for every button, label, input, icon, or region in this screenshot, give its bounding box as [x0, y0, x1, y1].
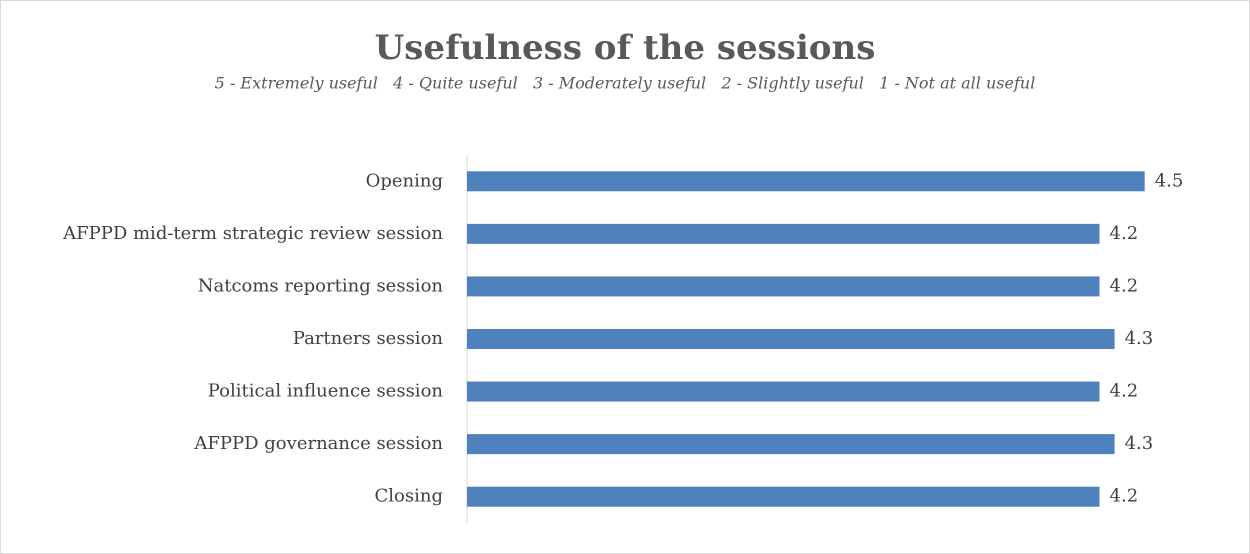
- chart-title: Usefulness of the sessions: [375, 28, 876, 68]
- bar: [467, 223, 1100, 244]
- bar: [467, 276, 1100, 297]
- bar: [467, 171, 1145, 192]
- y-tick-label: AFPPD governance session: [193, 433, 443, 454]
- data-label: 4.2: [1110, 486, 1139, 507]
- y-tick-label: Opening: [366, 170, 443, 191]
- data-label: 4.2: [1110, 223, 1139, 244]
- bar: [467, 381, 1100, 402]
- y-tick-label: Closing: [375, 486, 443, 507]
- data-label: 4.3: [1125, 433, 1154, 454]
- data-label: 4.5: [1155, 170, 1184, 191]
- y-tick-label: Natcoms reporting session: [198, 275, 444, 296]
- y-tick-label: Partners session: [293, 328, 444, 349]
- bar: [467, 329, 1115, 349]
- y-tick-label: AFPPD mid-term strategic review session: [62, 223, 443, 244]
- data-label: 4.3: [1125, 328, 1154, 349]
- bar: [467, 486, 1100, 507]
- data-label: 4.2: [1110, 275, 1139, 296]
- bar: [467, 434, 1115, 455]
- data-label: 4.2: [1110, 381, 1139, 402]
- y-tick-label: Political influence session: [208, 381, 444, 402]
- chart-subtitle: 5 - Extremely useful 4 - Quite useful 3 …: [215, 74, 1036, 93]
